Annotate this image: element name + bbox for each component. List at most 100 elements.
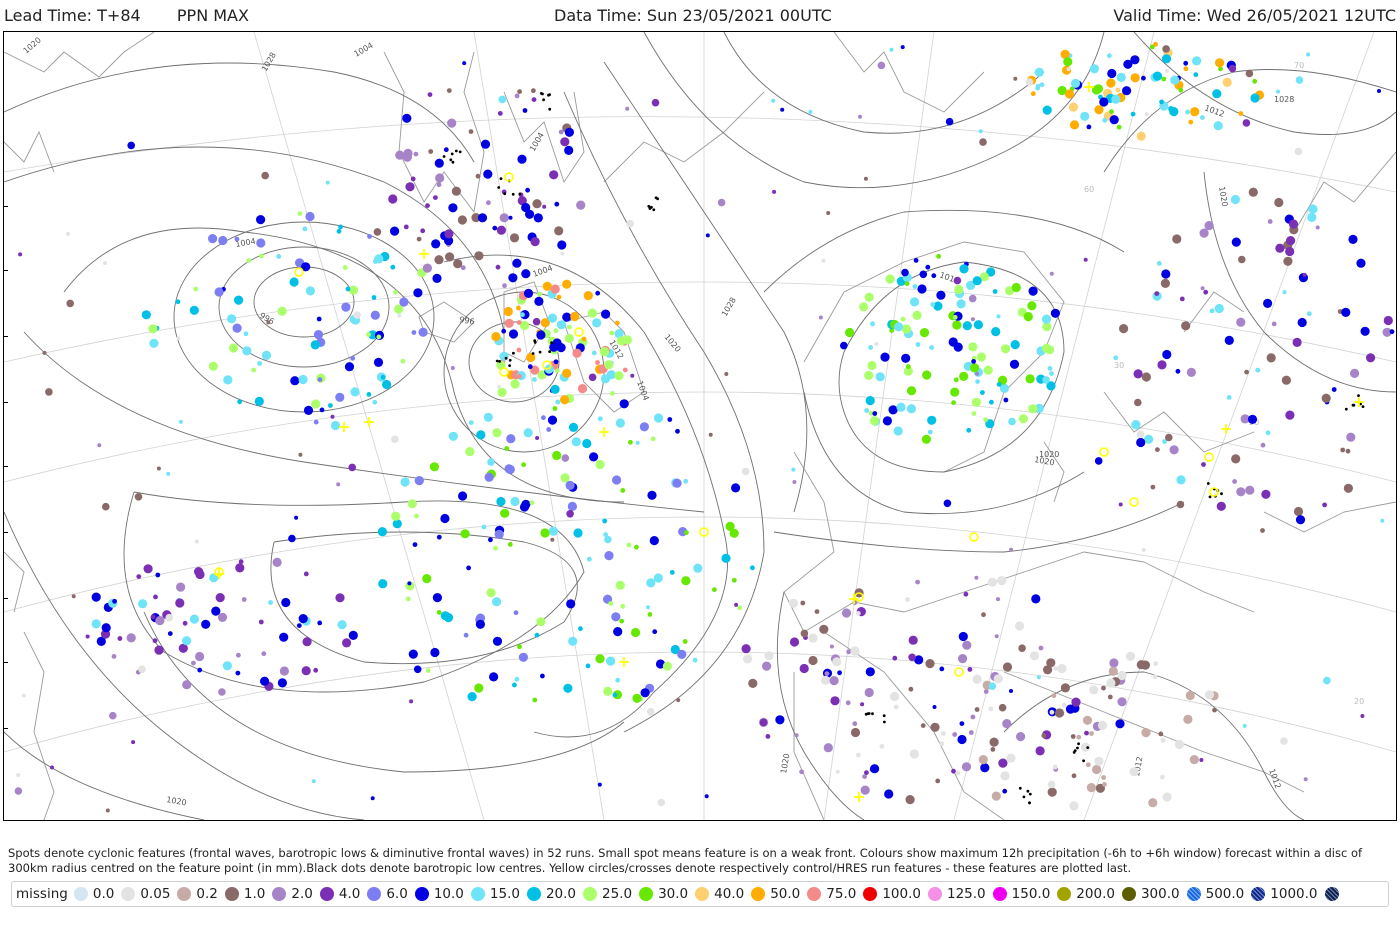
- feature-spot: [975, 379, 980, 384]
- feature-spot: [422, 574, 432, 584]
- feature-spot: [476, 430, 486, 440]
- feature-spot: [879, 744, 885, 749]
- feature-spot: [405, 182, 415, 192]
- isobar-label: 1020: [1039, 450, 1059, 459]
- feature-spot: [985, 419, 995, 429]
- feature-spot: [1013, 76, 1018, 81]
- feature-spot: [741, 644, 751, 654]
- feature-spot: [1242, 119, 1251, 127]
- feature-spot: [336, 482, 341, 487]
- feature-spot: [846, 649, 852, 655]
- feature-spot: [1129, 767, 1139, 777]
- feature-spot: [953, 276, 962, 285]
- feature-spot: [1286, 236, 1296, 246]
- feature-spot: [625, 106, 630, 111]
- feature-spot: [1263, 298, 1273, 308]
- feature-spot: [1212, 89, 1222, 99]
- feature-spot: [451, 186, 461, 196]
- feature-spot: [392, 519, 402, 529]
- feature-spot: [612, 475, 622, 485]
- feature-spot: [277, 306, 287, 316]
- feature-spot: [799, 769, 804, 775]
- feature-spot: [565, 480, 575, 490]
- feature-spot: [448, 203, 458, 213]
- feature-spot: [979, 272, 990, 282]
- feature-spot: [175, 598, 185, 608]
- feature-spot: [856, 752, 861, 758]
- legend-value: 0.0: [92, 886, 115, 902]
- legend-item: 6.0: [367, 886, 408, 902]
- feature-spot: [864, 370, 874, 380]
- feature-spot: [238, 559, 244, 565]
- feature-spot: [149, 338, 159, 348]
- legend-value: 40.0: [714, 886, 745, 902]
- feature-spot: [550, 384, 560, 394]
- feature-spot: [614, 329, 624, 339]
- feature-spot: [1034, 67, 1044, 77]
- feature-spot: [444, 229, 454, 239]
- feature-spot: [737, 605, 743, 611]
- feature-spot: [996, 314, 1001, 319]
- feature-spot: [704, 794, 709, 799]
- feature-spot: [845, 700, 851, 706]
- feature-spot: [929, 345, 934, 350]
- control-run-circle: [499, 367, 509, 377]
- feature-spot: [1047, 366, 1053, 371]
- feature-spot: [317, 377, 323, 382]
- feature-spot: [496, 496, 506, 507]
- feature-spot: [516, 305, 521, 311]
- feature-spot: [791, 467, 796, 472]
- feature-spot: [1218, 66, 1223, 72]
- feature-spot: [1244, 369, 1249, 375]
- feature-spot: [998, 703, 1007, 712]
- feature-spot: [1134, 398, 1142, 407]
- black-dot: [533, 341, 537, 344]
- feature-spot: [672, 478, 682, 488]
- isobar-label: 1028: [1274, 95, 1294, 104]
- feature-spot: [413, 665, 422, 674]
- feature-spot: [411, 330, 417, 335]
- feature-spot: [430, 647, 440, 658]
- feature-spot: [597, 416, 603, 422]
- black-dot: [1361, 405, 1365, 408]
- isobar-label: 996: [258, 311, 276, 326]
- feature-spot: [502, 283, 507, 289]
- feature-spot: [1240, 414, 1250, 424]
- legend-dot: [751, 887, 766, 901]
- feature-spot: [436, 534, 442, 540]
- feature-spot: [903, 366, 913, 376]
- black-dot: [866, 712, 870, 716]
- feature-spot: [534, 296, 544, 306]
- feature-spot: [880, 352, 890, 362]
- feature-spot: [514, 93, 520, 99]
- feature-spot: [973, 320, 984, 330]
- black-dot: [451, 160, 455, 164]
- hres-run-cross: [1084, 82, 1094, 92]
- feature-spot: [1027, 301, 1037, 311]
- feature-spot: [1168, 106, 1173, 112]
- feature-spot: [734, 602, 739, 607]
- feature-spot: [725, 521, 735, 531]
- feature-spot: [1274, 197, 1284, 208]
- feature-spot: [818, 315, 823, 320]
- feature-spot: [901, 324, 912, 334]
- feature-spot: [991, 327, 1001, 337]
- feature-spot: [214, 287, 224, 297]
- feature-spot: [480, 139, 491, 149]
- legend-item: 1.0: [224, 886, 265, 902]
- feature-spot: [595, 290, 601, 296]
- legend-items: 0.0 0.05 0.2 1.0 2.0 4.0 6.0 10.0 15.0 20.0 25.0 30…: [73, 886, 1325, 902]
- feature-spot: [762, 661, 772, 671]
- feature-spot: [602, 518, 608, 524]
- feature-spot: [550, 284, 560, 294]
- feature-spot: [105, 808, 110, 813]
- feature-spot: [562, 312, 572, 322]
- feature-spot: [1302, 272, 1307, 277]
- feature-spot: [850, 646, 860, 656]
- feature-spot: [535, 436, 540, 440]
- feature-spot: [523, 288, 534, 298]
- feature-spot: [808, 655, 818, 666]
- feature-spot: [440, 611, 450, 621]
- feature-spot: [708, 432, 713, 437]
- feature-spot: [1089, 731, 1094, 736]
